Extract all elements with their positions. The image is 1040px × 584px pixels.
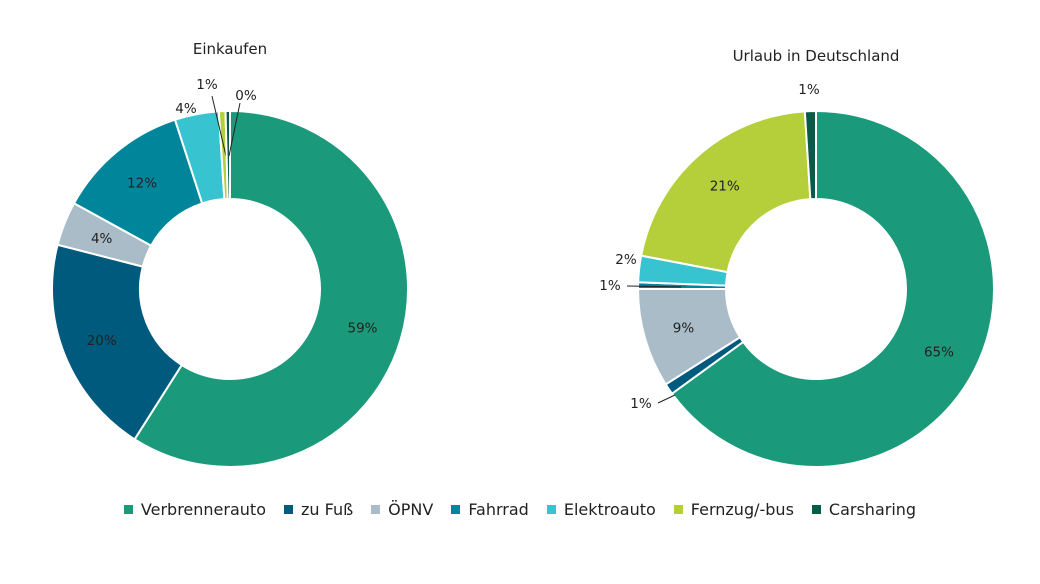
data-label: 1%: [798, 82, 820, 98]
legend-item-zu-fuss: zu Fuß: [283, 500, 354, 519]
data-label: 1%: [630, 396, 652, 412]
data-label: 9%: [673, 321, 695, 337]
data-label: 4%: [91, 231, 113, 247]
data-label: 12%: [127, 176, 157, 192]
legend-swatch: [283, 505, 293, 514]
legend-item-verbrennerauto: Verbrennerauto: [123, 500, 266, 519]
slice-verbrennerauto: [133, 109, 409, 468]
data-label: 59%: [348, 321, 378, 337]
legend-item-elektroauto: Elektroauto: [546, 500, 656, 519]
data-label: 1%: [196, 77, 218, 93]
legend-item-oepnv: ÖPNV: [371, 500, 433, 519]
legend-swatch: [123, 505, 133, 514]
slice-verbrennerauto: [670, 109, 995, 468]
data-label: 65%: [924, 345, 954, 361]
legend-item-fernzug-bus: Fernzug/-bus: [673, 500, 794, 519]
label-leader-line: [657, 394, 676, 404]
data-label: 1%: [599, 278, 621, 294]
legend-label: Fernzug/-bus: [690, 500, 794, 519]
legend-label: Verbrennerauto: [140, 500, 266, 519]
donut-einkaufen: 59% 20% 4% 12% 4% 1% 0%: [51, 77, 409, 468]
data-label: 2%: [615, 252, 637, 268]
legend-label: zu Fuß: [300, 500, 354, 519]
data-label: 0%: [235, 88, 257, 104]
chart-title-urlaub: Urlaub in Deutschland: [733, 47, 900, 65]
legend-label: Carsharing: [828, 500, 917, 519]
legend-label: Fahrrad: [468, 500, 529, 519]
slice-carsharing: [224, 109, 231, 201]
legend: Verbrennerauto zu Fuß ÖPNV Fahrrad Elekt…: [0, 500, 1040, 519]
slice-carsharing: [803, 109, 817, 201]
chart-title-einkaufen: Einkaufen: [193, 40, 267, 58]
data-label: 20%: [87, 333, 117, 349]
slice-zu-fuß: [51, 243, 184, 441]
legend-item-fahrrad: Fahrrad: [451, 500, 529, 519]
donut-urlaub: 65% 1% 9% 1% 2% 21% 1%: [599, 82, 995, 468]
legend-item-carsharing: Carsharing: [811, 500, 917, 519]
legend-label: ÖPNV: [388, 500, 434, 519]
slice-fernzug-bus: [639, 110, 812, 274]
legend-swatch: [811, 505, 821, 514]
data-label: 21%: [710, 178, 740, 194]
label-leader-line: [626, 285, 682, 288]
legend-label: Elektroauto: [563, 500, 656, 519]
legend-swatch: [673, 505, 683, 514]
legend-swatch: [371, 505, 381, 514]
data-label: 4%: [175, 101, 197, 117]
label-leader-line: [211, 95, 227, 157]
legend-swatch: [451, 505, 461, 514]
label-leader-line: [228, 102, 241, 157]
legend-swatch: [546, 505, 556, 514]
